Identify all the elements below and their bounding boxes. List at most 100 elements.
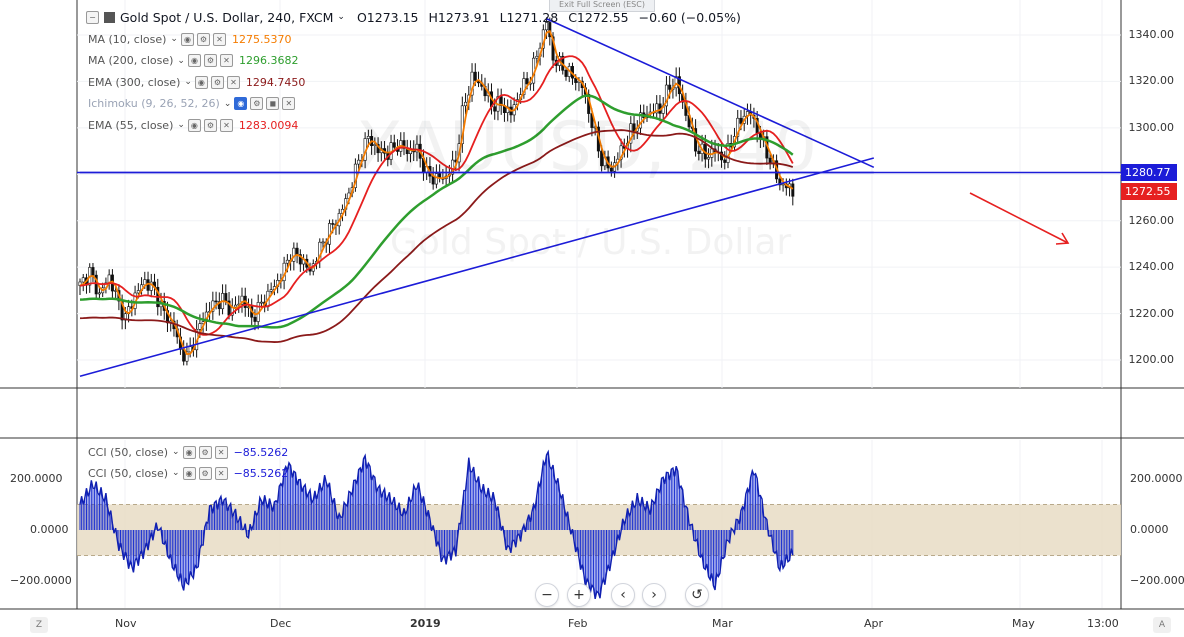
settings-icon[interactable]: ⚙	[210, 75, 224, 89]
indicator-legend[interactable]: MA (200, close) ⌄ ◉ ⚙ ✕ 1296.3682	[88, 53, 298, 69]
candle	[188, 346, 192, 353]
chevron-down-icon[interactable]: ⌄	[172, 468, 180, 478]
candle	[331, 223, 335, 225]
eye-icon[interactable]: ◉	[187, 54, 201, 67]
exit-fullscreen-button[interactable]: Exit Full Screen (ESC)	[549, 0, 655, 12]
cci-legend[interactable]: CCI (50, close) ⌄ ◉ ⚙ ✕ −85.5262	[88, 465, 288, 481]
indicator-legend[interactable]: EMA (300, close) ⌄ ◉ ⚙ ✕ 1294.7450	[88, 74, 305, 90]
candle	[522, 78, 526, 95]
candle	[664, 84, 668, 107]
candle	[451, 159, 455, 175]
symbol-icon	[104, 11, 115, 23]
watermark-name: Gold Spot / U.S. Dollar	[390, 222, 792, 263]
candle	[739, 117, 743, 124]
candle	[214, 300, 218, 303]
candle	[525, 78, 529, 85]
price-tick-label: 1260.00	[1128, 213, 1175, 227]
close-icon[interactable]: ✕	[219, 54, 233, 67]
time-tick-label: May	[1012, 617, 1035, 630]
indicator-legend[interactable]: Ichimoku (9, 26, 52, 26) ⌄ ◉ ⚙ ◼ ✕	[88, 96, 301, 112]
candle	[470, 71, 474, 96]
chevron-down-icon[interactable]: ⌄	[177, 120, 185, 130]
eye-icon[interactable]: ◉	[187, 118, 201, 132]
candle	[493, 106, 497, 112]
candle	[259, 301, 263, 304]
indicator-label: EMA (300, close)	[88, 75, 181, 89]
candle	[551, 36, 555, 61]
reset-chart-button[interactable]: ↺	[685, 583, 709, 607]
timezone-button[interactable]: Z	[30, 617, 48, 633]
candle	[402, 140, 406, 149]
eye-icon[interactable]: ◉	[182, 466, 196, 480]
settings-icon[interactable]: ⚙	[203, 54, 217, 67]
eye-icon[interactable]: ◉	[194, 75, 208, 89]
time-tick-label: 2019	[410, 617, 441, 630]
candle	[668, 84, 672, 90]
chevron-down-icon[interactable]: ⌄	[177, 55, 185, 66]
candle	[545, 22, 549, 31]
chevron-down-icon[interactable]: ⌄	[170, 34, 178, 44]
settings-icon[interactable]: ⚙	[203, 118, 217, 132]
eye-icon[interactable]: ◉	[182, 445, 196, 459]
scroll-left-button[interactable]: ‹	[611, 583, 635, 607]
close-icon[interactable]: ✕	[212, 32, 226, 46]
chevron-down-icon[interactable]: ⌄	[337, 12, 345, 22]
candle	[434, 173, 438, 185]
candle	[234, 304, 238, 308]
close-icon[interactable]: ✕	[214, 445, 228, 459]
settings-icon[interactable]: ⚙	[198, 466, 212, 480]
candle	[217, 301, 221, 310]
eye-icon[interactable]: ◉	[234, 97, 248, 110]
candle	[548, 22, 552, 38]
auto-scale-button[interactable]: A	[1153, 617, 1171, 633]
candle	[185, 351, 189, 362]
candle	[629, 123, 633, 144]
candle	[81, 277, 85, 283]
settings-icon[interactable]: ⚙	[198, 445, 212, 459]
collapse-icon[interactable]: −	[86, 10, 99, 24]
cci-legend[interactable]: CCI (50, close) ⌄ ◉ ⚙ ✕ −85.5262	[88, 444, 288, 460]
indicator-value: 1296.3682	[238, 54, 299, 67]
cci-value: −85.5262	[233, 466, 289, 480]
candle	[564, 69, 568, 77]
indicator-label: MA (200, close)	[88, 54, 174, 67]
cci-value: −85.5262	[233, 445, 289, 459]
close-icon[interactable]: ✕	[219, 118, 233, 132]
indicator-legend[interactable]: MA (10, close) ⌄ ◉ ⚙ ✕ 1275.5370	[88, 31, 291, 47]
time-tick-label: 13:00	[1087, 617, 1119, 630]
change-value: −0.60 (−0.05%)	[638, 9, 741, 25]
lock-icon[interactable]: ◼	[266, 97, 280, 110]
candle	[224, 293, 228, 302]
close-icon[interactable]: ✕	[282, 97, 296, 110]
low-value: L1271.28	[499, 9, 559, 25]
ma10-line	[79, 29, 794, 356]
candle	[285, 259, 289, 264]
candle	[240, 295, 244, 305]
price-tick-label: 1320.00	[1128, 74, 1175, 88]
zoom-in-button[interactable]: +	[567, 583, 591, 607]
time-tick-label: Feb	[568, 617, 588, 630]
scroll-right-button[interactable]: ›	[642, 583, 666, 607]
candle	[91, 267, 95, 276]
projection-arrow	[969, 192, 1069, 244]
settings-icon[interactable]: ⚙	[196, 32, 210, 46]
chevron-down-icon[interactable]: ⌄	[184, 77, 192, 87]
close-icon[interactable]: ✕	[226, 75, 240, 89]
cci-label: CCI (50, close)	[88, 466, 169, 480]
symbol-title[interactable]: Gold Spot / U.S. Dollar, 240, FXCM	[120, 9, 334, 25]
candle	[211, 300, 215, 312]
cci-tick-label: 200.0000	[10, 472, 63, 485]
candle	[366, 136, 370, 139]
eye-icon[interactable]: ◉	[180, 32, 194, 46]
zoom-out-button[interactable]: −	[535, 583, 559, 607]
indicator-legend[interactable]: EMA (55, close) ⌄ ◉ ⚙ ✕ 1283.0094	[88, 117, 298, 133]
candle	[321, 241, 325, 244]
chevron-down-icon[interactable]: ⌄	[172, 447, 180, 457]
candle	[292, 247, 296, 262]
candle	[697, 150, 701, 155]
settings-icon[interactable]: ⚙	[250, 97, 264, 110]
chevron-down-icon[interactable]: ⌄	[223, 98, 232, 109]
close-icon[interactable]: ✕	[214, 466, 228, 480]
